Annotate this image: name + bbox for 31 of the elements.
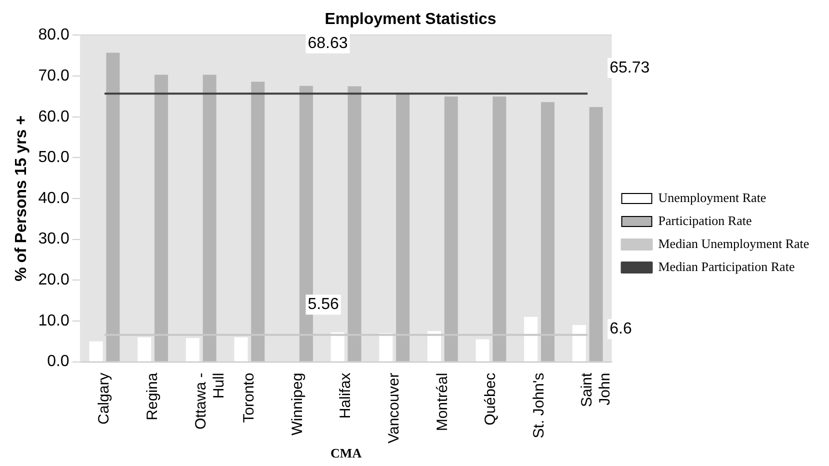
y-tick-label: 10.0 — [38, 312, 70, 330]
annotation: 5.56 — [308, 296, 339, 314]
x-tick-label: Québec — [482, 372, 500, 426]
y-axis-title: % of Persons 15 yrs + — [13, 116, 30, 282]
x-axis-title: CMA — [330, 446, 362, 461]
chart-title: Employment Statistics — [324, 11, 496, 28]
legend-label: Participation Rate — [658, 212, 752, 228]
legend-label: Median Unemployment Rate — [658, 236, 810, 251]
x-tick-label: Montréal — [434, 372, 451, 432]
y-tick-label: 70.0 — [38, 67, 70, 84]
y-tick-label: 80.0 — [38, 26, 70, 44]
annotation: 68.63 — [308, 34, 348, 52]
y-tick-label: 0.0 — [47, 353, 70, 370]
annotation: 65.73 — [610, 59, 650, 76]
y-tick-label: 60.0 — [38, 108, 70, 126]
annotation: 6.6 — [610, 320, 632, 338]
legend-label: Median Participation Rate — [658, 258, 795, 274]
x-tick-label: Calgary — [96, 372, 113, 424]
x-tick-label: Vancouver — [385, 372, 402, 444]
x-tick-label: Ottawa - Hull — [192, 372, 228, 430]
x-tick-label: St. John's — [530, 372, 548, 438]
y-tick-label: 20.0 — [38, 272, 70, 289]
x-tick-label: Toronto — [240, 372, 258, 423]
y-tick-label: 40.0 — [38, 190, 70, 207]
x-tick-label: Saint John — [578, 372, 614, 408]
x-tick-label: Regina — [144, 372, 161, 420]
y-tick-label: 50.0 — [38, 149, 70, 166]
x-tick-label: Halifax — [337, 372, 354, 419]
legend-label: Unemployment Rate — [658, 190, 766, 205]
x-tick-label: Winnipeg — [288, 372, 306, 436]
y-tick-label: 30.0 — [38, 230, 70, 248]
